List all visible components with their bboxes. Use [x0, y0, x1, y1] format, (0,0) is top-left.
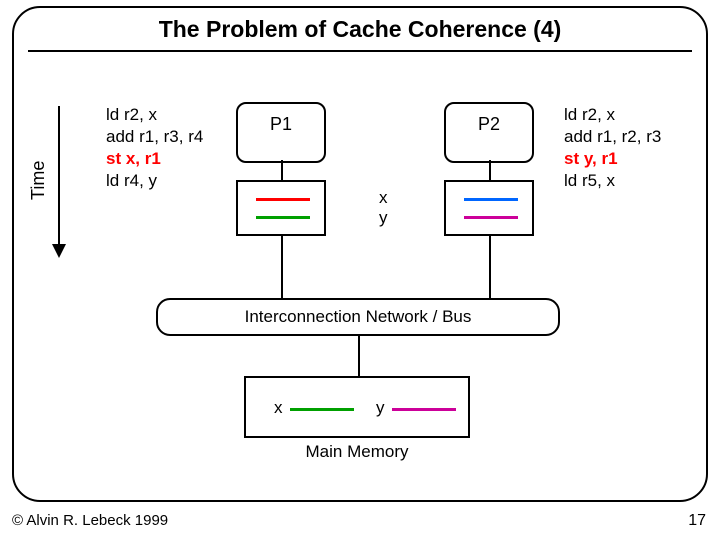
instr-line: add r1, r3, r4	[106, 126, 203, 148]
mem-line-icon	[290, 408, 354, 411]
instr-line: ld r2, x	[564, 104, 661, 126]
processor-p1: P1	[236, 102, 326, 163]
cache-variable-labels: x y	[379, 188, 388, 228]
main-memory-label: Main Memory	[244, 442, 470, 462]
time-label: Time	[28, 161, 49, 200]
interconnection-bus: Interconnection Network / Bus	[156, 298, 560, 336]
instr-line: ld r2, x	[106, 104, 203, 126]
instr-line: ld r4, y	[106, 170, 203, 192]
instructions-p2: ld r2, x add r1, r2, r3 st y, r1 ld r5, …	[564, 104, 661, 192]
mem-var-y: y	[376, 398, 385, 418]
connector	[281, 160, 283, 180]
instr-line-store: st x, r1	[106, 148, 203, 170]
cache-p2	[444, 180, 534, 236]
cache-line-icon	[464, 198, 518, 201]
mem-line-icon	[392, 408, 456, 411]
cache-line-icon	[256, 198, 310, 201]
mem-var-x: x	[274, 398, 283, 418]
connector	[281, 236, 283, 298]
processor-label: P2	[446, 104, 532, 161]
processor-label: P1	[238, 104, 324, 161]
connector	[489, 160, 491, 180]
connector	[358, 336, 360, 376]
time-arrowhead-icon	[52, 244, 66, 258]
cache-var-y: y	[379, 208, 388, 228]
main-memory-box: x y	[244, 376, 470, 438]
instructions-p1: ld r2, x add r1, r3, r4 st x, r1 ld r4, …	[106, 104, 203, 192]
time-axis	[58, 106, 60, 246]
instr-line: add r1, r2, r3	[564, 126, 661, 148]
cache-line-icon	[256, 216, 310, 219]
cache-line-icon	[464, 216, 518, 219]
copyright-text: © Alvin R. Lebeck 1999	[12, 512, 168, 529]
cache-var-x: x	[379, 188, 388, 208]
processor-p2: P2	[444, 102, 534, 163]
title-underline	[28, 50, 692, 52]
instr-line: ld r5, x	[564, 170, 661, 192]
instr-line-store: st y, r1	[564, 148, 661, 170]
connector	[489, 236, 491, 298]
page-number: 17	[688, 512, 706, 530]
cache-p1	[236, 180, 326, 236]
slide-title: The Problem of Cache Coherence (4)	[0, 16, 720, 43]
